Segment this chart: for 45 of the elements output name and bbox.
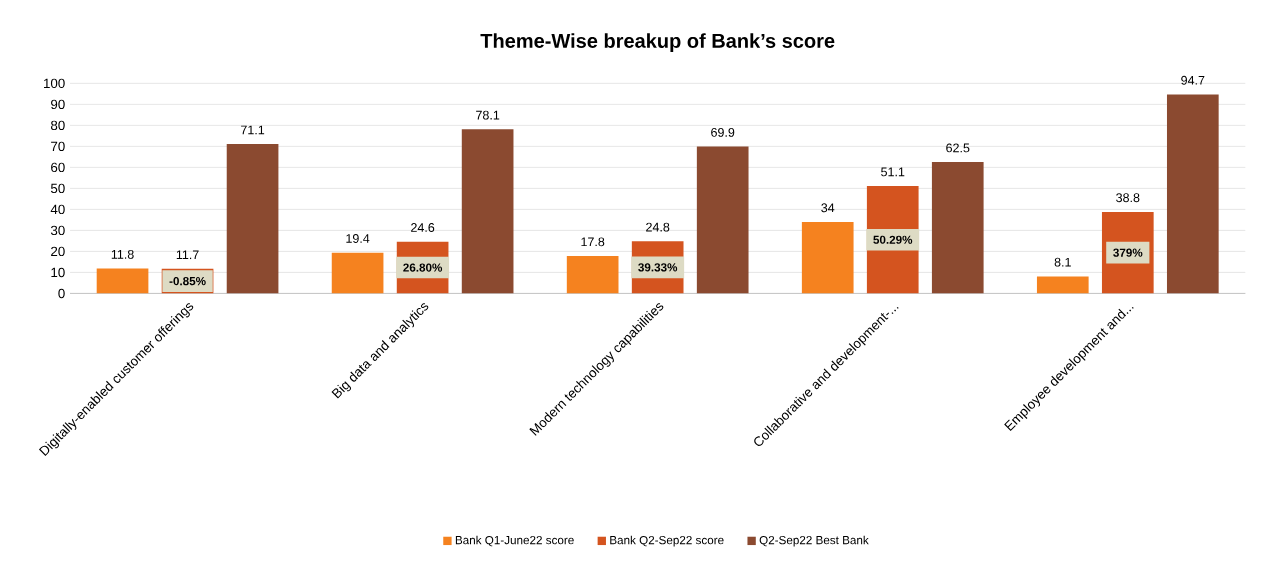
- bar: [931, 162, 984, 294]
- data-label: 24.8: [646, 222, 670, 232]
- data-label: 78.1: [476, 110, 500, 120]
- data-label: 11.8: [111, 249, 134, 259]
- data-label: 19.4: [346, 233, 370, 243]
- data-label: 38.8: [1116, 193, 1140, 203]
- data-label: 62.5: [946, 143, 970, 153]
- chart-title: Theme-Wise breakup of Bank’s score: [480, 33, 835, 52]
- y-tick-label: 90: [51, 99, 65, 110]
- data-label: 24.6: [411, 223, 435, 232]
- data-label: 11.7: [176, 250, 199, 259]
- y-tick-label: 50: [50, 183, 65, 194]
- legend-label: Q2-Sep22 Best Bank: [759, 535, 869, 547]
- annotation: 50.29%: [873, 235, 913, 244]
- data-label: 51.1: [881, 167, 905, 177]
- y-tick-label: 40: [50, 204, 65, 215]
- bar: [801, 221, 854, 294]
- bar: [696, 146, 749, 294]
- annotation: 26.80%: [403, 263, 443, 272]
- y-tick-label: 30: [50, 225, 65, 236]
- bar: [1166, 94, 1219, 294]
- legend-label: Bank Q2-Sep22 score: [610, 535, 724, 547]
- legend-label: Bank Q1-June22 score: [455, 535, 574, 547]
- data-label: 8.1: [1054, 257, 1071, 267]
- data-label: 94.7: [1181, 75, 1205, 85]
- annotation: 39.33%: [638, 263, 678, 272]
- bar: [226, 144, 279, 294]
- bar: [566, 255, 619, 294]
- y-tick-label: 20: [51, 246, 65, 257]
- data-label: 17.8: [581, 237, 605, 247]
- bar: [331, 252, 384, 294]
- bar: [96, 268, 149, 294]
- bar: [461, 129, 514, 294]
- annotation: -0.85%: [169, 276, 206, 286]
- y-tick-label: 0: [58, 288, 65, 299]
- data-label: 69.9: [711, 127, 735, 137]
- y-tick-label: 80: [50, 120, 65, 131]
- y-tick-label: 10: [51, 267, 65, 278]
- annotation: 379%: [1113, 248, 1143, 257]
- y-tick-label: 100: [44, 78, 65, 89]
- data-label: 71.1: [241, 125, 265, 135]
- y-tick-label: 70: [51, 141, 65, 152]
- data-label: 34: [821, 203, 835, 213]
- bar: [1036, 276, 1089, 294]
- y-tick-label: 60: [51, 162, 65, 173]
